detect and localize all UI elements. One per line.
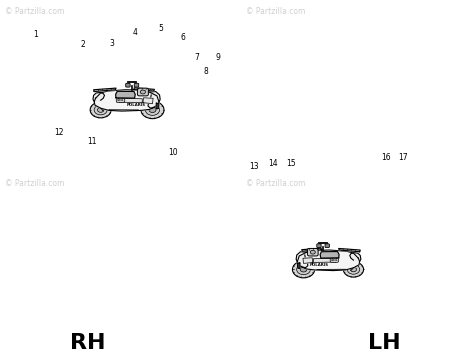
Circle shape — [98, 108, 104, 112]
Polygon shape — [296, 252, 308, 268]
Circle shape — [146, 104, 160, 115]
Text: 3: 3 — [109, 38, 114, 48]
Text: 7: 7 — [194, 53, 199, 62]
Polygon shape — [94, 90, 159, 111]
Circle shape — [140, 90, 146, 94]
Circle shape — [149, 107, 156, 112]
Circle shape — [300, 267, 307, 272]
Text: 10: 10 — [168, 148, 178, 157]
Polygon shape — [338, 248, 360, 252]
Text: 8: 8 — [204, 67, 209, 76]
Polygon shape — [320, 252, 339, 258]
Text: 6: 6 — [180, 33, 185, 42]
Polygon shape — [301, 248, 321, 251]
Polygon shape — [94, 88, 116, 92]
Circle shape — [146, 106, 153, 112]
Text: 11: 11 — [88, 137, 97, 146]
Polygon shape — [297, 263, 300, 269]
Text: POLARIS: POLARIS — [127, 103, 146, 107]
Polygon shape — [350, 253, 361, 261]
Circle shape — [343, 262, 364, 277]
FancyBboxPatch shape — [116, 98, 125, 102]
FancyBboxPatch shape — [317, 244, 321, 247]
Polygon shape — [119, 98, 142, 103]
Circle shape — [90, 102, 111, 118]
Text: 5: 5 — [159, 24, 164, 33]
Circle shape — [141, 101, 164, 118]
FancyBboxPatch shape — [325, 244, 329, 247]
Circle shape — [297, 264, 310, 275]
Text: 4x4: 4x4 — [117, 98, 124, 102]
Text: LH: LH — [368, 333, 400, 353]
Text: 12: 12 — [55, 128, 64, 137]
Polygon shape — [303, 258, 313, 264]
Text: 13: 13 — [249, 162, 258, 172]
Text: 1: 1 — [33, 29, 38, 39]
Polygon shape — [297, 250, 360, 271]
FancyBboxPatch shape — [330, 258, 338, 262]
Text: 15: 15 — [287, 159, 296, 168]
Circle shape — [94, 105, 107, 115]
Polygon shape — [148, 92, 160, 108]
Polygon shape — [156, 103, 159, 109]
Text: © Partzilla.com: © Partzilla.com — [5, 180, 64, 188]
Polygon shape — [93, 93, 104, 102]
Polygon shape — [134, 88, 155, 91]
Text: POLARIS: POLARIS — [310, 263, 329, 267]
Circle shape — [350, 267, 356, 272]
Circle shape — [303, 266, 310, 271]
FancyBboxPatch shape — [134, 83, 139, 87]
FancyBboxPatch shape — [126, 83, 130, 87]
Text: 4: 4 — [133, 28, 137, 37]
Text: © Partzilla.com: © Partzilla.com — [246, 180, 306, 188]
Text: 14: 14 — [268, 159, 277, 168]
Text: 17: 17 — [398, 153, 408, 163]
Polygon shape — [116, 91, 135, 98]
Text: © Partzilla.com: © Partzilla.com — [5, 7, 64, 16]
Text: 9: 9 — [216, 53, 220, 62]
Polygon shape — [143, 98, 153, 104]
Text: 4x4: 4x4 — [330, 258, 338, 262]
Text: RH: RH — [70, 333, 105, 353]
Polygon shape — [313, 258, 336, 262]
Text: 2: 2 — [81, 40, 85, 50]
FancyBboxPatch shape — [137, 88, 148, 96]
Text: 16: 16 — [382, 153, 391, 163]
Circle shape — [347, 265, 360, 274]
FancyBboxPatch shape — [308, 248, 318, 256]
Circle shape — [310, 250, 315, 254]
Circle shape — [292, 261, 315, 278]
Text: © Partzilla.com: © Partzilla.com — [246, 7, 306, 16]
